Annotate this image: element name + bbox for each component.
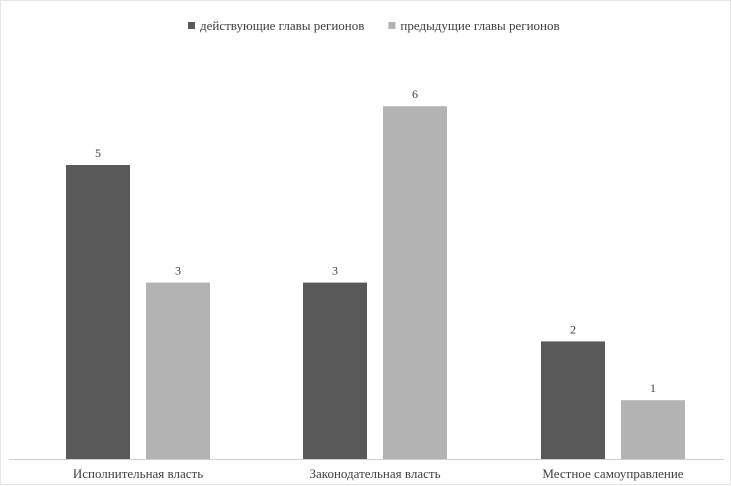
value-labels-group: 5 3 3 6 2 1 <box>95 87 656 395</box>
legend: действующие главы регионов предыдущие гла… <box>188 18 560 33</box>
bar-series1-category1 <box>66 165 130 459</box>
bar-series1-category2 <box>303 282 367 459</box>
value-label-series2-category3: 1 <box>650 381 656 395</box>
value-label-series1-category2: 3 <box>332 264 338 278</box>
value-label-series2-category2: 6 <box>412 87 418 101</box>
legend-label-series1: действующие главы регионов <box>200 18 364 33</box>
value-label-series1-category3: 2 <box>570 322 576 336</box>
legend-swatch-series2 <box>388 22 396 29</box>
bar-series2-category1 <box>146 282 210 459</box>
bar-series2-category3 <box>621 400 685 459</box>
value-label-series2-category1: 3 <box>175 264 181 278</box>
bars-group <box>66 106 685 459</box>
value-label-series1-category1: 5 <box>95 146 101 160</box>
x-tick-label-1: Исполнительная власть <box>73 466 203 481</box>
x-tick-label-3: Местное самоуправление <box>542 466 683 481</box>
x-tick-labels-group: Исполнительная власть Законодательная вла… <box>73 466 684 481</box>
x-tick-label-2: Законодательная власть <box>310 466 441 481</box>
bar-series1-category3 <box>541 341 605 459</box>
legend-swatch-series1 <box>188 22 195 29</box>
legend-label-series2: предыдущие главы регионов <box>400 18 559 33</box>
bar-series2-category2 <box>383 106 447 459</box>
